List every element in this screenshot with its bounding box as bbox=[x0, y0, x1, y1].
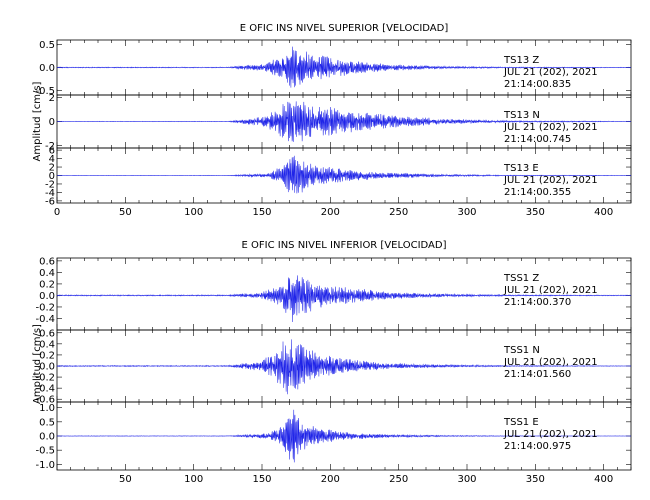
station-label: TSS1 Z bbox=[503, 273, 539, 284]
start-time: 21:14:00.835 bbox=[504, 79, 571, 90]
chart-superior: E OFIC INS NIVEL SUPERIOR [VELOCIDAD] Amp… bbox=[32, 23, 632, 218]
y-tick-label: 0.2 bbox=[39, 279, 55, 290]
y-tick-label: -0.2 bbox=[35, 302, 55, 313]
y-tick-label: 0.0 bbox=[39, 432, 55, 443]
x-tick-label: 250 bbox=[389, 207, 408, 218]
event-date: JUL 21 (202), 2021 bbox=[503, 285, 598, 296]
chart-title: E OFIC INS NIVEL SUPERIOR [VELOCIDAD] bbox=[240, 23, 449, 34]
y-tick-label: -0.6 bbox=[35, 395, 55, 406]
y-tick-label: -6 bbox=[45, 196, 55, 207]
x-tick-label: 350 bbox=[526, 474, 545, 485]
x-tick-label: 300 bbox=[457, 207, 476, 218]
y-tick-label: -2 bbox=[45, 179, 55, 190]
chart-title: E OFIC INS NIVEL INFERIOR [VELOCIDAD] bbox=[242, 240, 447, 251]
y-tick-label: -0.2 bbox=[35, 373, 55, 384]
y-tick-label: -0.5 bbox=[35, 446, 55, 457]
trace-series bbox=[56, 101, 632, 142]
y-tick-label: 0.4 bbox=[39, 339, 55, 350]
start-time: 21:14:00.975 bbox=[504, 441, 571, 452]
start-time: 21:14:01.560 bbox=[504, 369, 571, 380]
station-label: TS13 Z bbox=[503, 55, 539, 66]
x-tick-label: 150 bbox=[252, 207, 271, 218]
event-date: JUL 21 (202), 2021 bbox=[503, 357, 598, 368]
start-time: 21:14:00.370 bbox=[504, 297, 571, 308]
station-label: TS13 N bbox=[503, 110, 540, 121]
start-time: 21:14:00.745 bbox=[504, 134, 571, 145]
x-tick-label: 400 bbox=[594, 474, 613, 485]
station-label: TSS1 E bbox=[503, 417, 539, 428]
y-tick-label: -0.4 bbox=[35, 314, 55, 325]
y-tick-label: 0.5 bbox=[39, 40, 55, 51]
x-tick-label: 250 bbox=[389, 474, 408, 485]
x-tick-label: 100 bbox=[184, 207, 203, 218]
event-date: JUL 21 (202), 2021 bbox=[503, 67, 598, 78]
trace-series bbox=[56, 339, 632, 395]
y-tick-label: 0.4 bbox=[39, 268, 55, 279]
y-axis-label: Amplitud [cm/s] bbox=[32, 324, 43, 404]
event-date: JUL 21 (202), 2021 bbox=[503, 122, 598, 133]
y-tick-label: -2 bbox=[45, 141, 55, 152]
station-label: TSS1 N bbox=[503, 345, 540, 356]
y-tick-label: 0.0 bbox=[39, 291, 55, 302]
y-tick-label: -4 bbox=[45, 188, 55, 199]
y-tick-label: 0 bbox=[49, 117, 55, 128]
x-tick-label: 200 bbox=[321, 207, 340, 218]
y-tick-label: -0.5 bbox=[35, 86, 55, 97]
y-tick-label: -0.4 bbox=[35, 384, 55, 395]
y-tick-label: 0.6 bbox=[39, 256, 55, 267]
y-tick-label: 2 bbox=[49, 93, 55, 104]
trace-series bbox=[56, 409, 632, 463]
chart-inferior: E OFIC INS NIVEL INFERIOR [VELOCIDAD] Amp… bbox=[32, 240, 632, 485]
y-tick-label: 0.0 bbox=[39, 362, 55, 373]
y-tick-label: 0.2 bbox=[39, 350, 55, 361]
y-axis-label: Amplitud [cm/s] bbox=[32, 81, 43, 161]
station-label: TS13 E bbox=[503, 163, 539, 174]
x-tick-label: 100 bbox=[184, 474, 203, 485]
y-tick-label: 6 bbox=[49, 146, 55, 157]
y-tick-label: 0.6 bbox=[39, 328, 55, 339]
x-tick-label: 400 bbox=[594, 207, 613, 218]
trace-series bbox=[56, 46, 632, 88]
y-tick-label: 2 bbox=[49, 163, 55, 174]
event-date: JUL 21 (202), 2021 bbox=[503, 175, 598, 186]
y-tick-label: 0.5 bbox=[39, 417, 55, 428]
x-tick-label: 150 bbox=[252, 474, 271, 485]
event-date: JUL 21 (202), 2021 bbox=[503, 429, 598, 440]
x-tick-label: 300 bbox=[457, 474, 476, 485]
x-tick-label: 50 bbox=[119, 207, 132, 218]
x-tick-label: 50 bbox=[119, 474, 132, 485]
trace-series bbox=[56, 155, 632, 194]
y-tick-label: 0.0 bbox=[39, 63, 55, 74]
trace-series bbox=[56, 275, 632, 323]
y-tick-label: 0 bbox=[49, 171, 55, 182]
start-time: 21:14:00.355 bbox=[504, 187, 571, 198]
x-tick-label: 200 bbox=[321, 474, 340, 485]
y-tick-label: -1.0 bbox=[35, 460, 55, 471]
y-tick-label: 4 bbox=[49, 154, 55, 165]
x-tick-label: 0 bbox=[54, 207, 60, 218]
y-tick-label: 1.0 bbox=[39, 403, 55, 414]
x-tick-label: 350 bbox=[526, 207, 545, 218]
